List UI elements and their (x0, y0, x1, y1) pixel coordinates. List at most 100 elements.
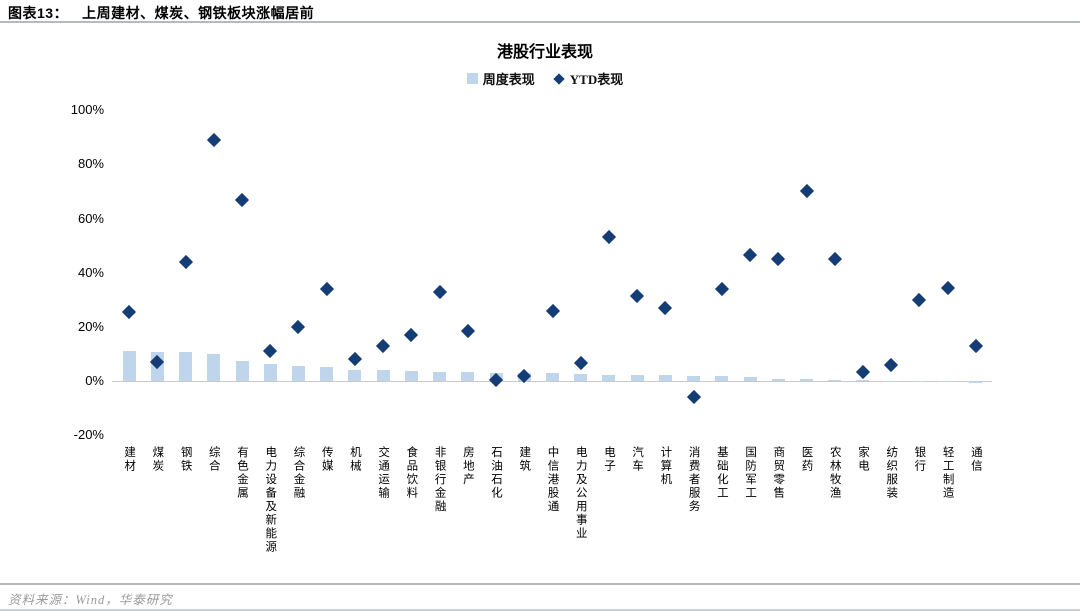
x-axis-category-label: 医药 (800, 446, 813, 473)
ytd-diamond-marker (743, 247, 758, 263)
weekly-bar (122, 350, 136, 381)
weekly-bar-swatch-icon (466, 73, 478, 84)
weekly-bar (348, 369, 362, 381)
x-axis-category-label: 食品饮料 (405, 446, 418, 500)
ytd-diamond-marker (912, 292, 927, 307)
y-axis-tick-label: 20% (77, 318, 104, 334)
ytd-diamond-swatch-icon (553, 72, 565, 85)
weekly-bar (574, 374, 588, 381)
ytd-diamond-marker (319, 281, 334, 296)
header-divider (0, 21, 1080, 23)
weekly-bar (800, 379, 814, 381)
figure-number: 图表13： (8, 5, 69, 21)
x-axis-category-label: 基础化工 (715, 446, 728, 500)
x-axis-category-label: 有色金属 (236, 446, 249, 500)
x-axis-category-label: 消费者服务 (687, 446, 700, 514)
ytd-diamond-marker (686, 390, 701, 405)
ytd-diamond-marker (347, 352, 362, 367)
ytd-diamond-marker (573, 356, 588, 371)
weekly-bar (433, 371, 447, 381)
weekly-bar (263, 363, 277, 381)
ytd-diamond-marker (404, 327, 419, 343)
weekly-bar (658, 375, 672, 381)
ytd-diamond-marker (658, 300, 673, 315)
bottom-border (0, 609, 1080, 611)
weekly-bar (461, 371, 475, 381)
ytd-diamond-marker (432, 284, 447, 299)
x-axis-category-label: 轻工制造 (941, 446, 954, 500)
legend-item-weekly: 周度表现 (466, 69, 535, 88)
x-axis-category-label: 纺织服装 (885, 446, 898, 500)
ytd-diamond-marker (799, 184, 814, 199)
ytd-diamond-marker (884, 357, 899, 372)
x-axis-category-label: 汽车 (631, 446, 644, 473)
weekly-bar (856, 380, 870, 382)
legend-label-weekly: 周度表现 (482, 72, 535, 87)
x-axis-category-label: 交通运输 (377, 446, 390, 500)
ytd-diamond-marker (771, 252, 786, 267)
weekly-bar (602, 374, 616, 381)
weekly-bar (179, 352, 193, 381)
ytd-diamond-marker (601, 230, 617, 245)
weekly-bar (969, 381, 983, 383)
weekly-bar (291, 365, 305, 381)
y-axis-tick-label: 40% (77, 264, 104, 280)
weekly-bar (912, 381, 926, 383)
ytd-diamond-marker (968, 338, 983, 353)
x-axis-category-label: 房地产 (461, 446, 474, 487)
x-axis-category-label: 综合金融 (292, 446, 305, 500)
figure-title: 上周建材、煤炭、钢铁板块涨幅居前 (82, 5, 315, 21)
legend-item-ytd: YTD表现 (553, 69, 623, 88)
x-axis-category-label: 机械 (348, 446, 361, 473)
weekly-bar (941, 381, 955, 383)
zero-axis-line (112, 381, 992, 382)
y-axis-tick-label: 80% (77, 156, 104, 172)
weekly-bar (771, 378, 785, 381)
ytd-diamond-marker (263, 344, 278, 359)
weekly-bar (743, 377, 757, 381)
x-axis-category-label: 银行 (913, 446, 926, 473)
x-axis-category-label: 综合 (207, 446, 220, 473)
footer-divider (0, 583, 1080, 585)
x-axis-category-label: 国防军工 (744, 446, 757, 500)
x-axis-category-label: 石油石化 (490, 446, 503, 500)
ytd-diamond-marker (940, 280, 955, 295)
x-axis-category-label: 传媒 (320, 446, 333, 473)
source-note: 资料来源：Wind，华泰研究 (8, 593, 173, 607)
y-axis-tick-label: 0% (85, 373, 104, 388)
x-axis-category-label: 钢铁 (179, 446, 192, 473)
ytd-diamond-marker (206, 132, 221, 148)
x-axis-category-label: 计算机 (659, 446, 672, 487)
x-axis-category-label: 建材 (123, 446, 136, 473)
x-axis-category-label: 煤炭 (151, 446, 164, 473)
weekly-bar (687, 375, 701, 381)
weekly-bar (207, 353, 221, 381)
weekly-bar (404, 371, 418, 381)
weekly-bar (235, 360, 249, 381)
ytd-diamond-marker (178, 254, 193, 269)
legend-label-ytd: YTD表现 (569, 72, 624, 87)
x-axis-category-label: 电子 (602, 446, 615, 473)
ytd-diamond-marker (827, 252, 842, 267)
y-axis-tick-label: 60% (77, 210, 104, 226)
x-axis-category-label: 商贸零售 (772, 446, 785, 500)
ytd-diamond-marker (855, 364, 871, 379)
weekly-bar (630, 375, 644, 381)
ytd-diamond-marker (376, 338, 391, 353)
ytd-diamond-marker (714, 281, 729, 296)
x-axis-category-label: 家电 (856, 446, 869, 473)
weekly-bar (715, 376, 729, 381)
y-axis-tick-label: 100% (70, 102, 104, 118)
chart-title: 港股行业表现 (496, 44, 593, 61)
ytd-diamond-marker (291, 319, 306, 334)
ytd-diamond-marker (545, 303, 560, 318)
x-axis-category-label: 通信 (969, 446, 982, 473)
figure-header: 图表13： 上周建材、煤炭、钢铁板块涨幅居前 (8, 3, 1072, 23)
ytd-diamond-marker (122, 304, 137, 320)
x-axis-category-label: 农林牧渔 (828, 446, 841, 500)
ytd-diamond-marker (460, 323, 475, 338)
weekly-bar (884, 380, 898, 382)
chart-legend: 周度表现 YTD表现 (0, 69, 1080, 88)
weekly-bar (320, 367, 334, 381)
ytd-diamond-marker (234, 192, 250, 207)
